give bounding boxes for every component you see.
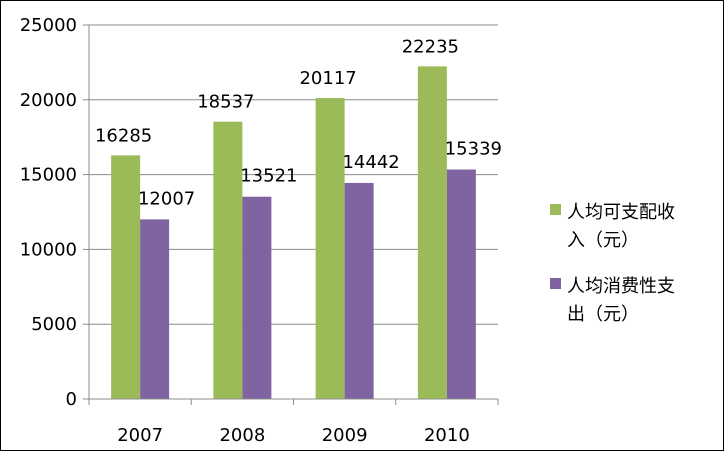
bars — [111, 66, 476, 400]
y-tick-label: 15000 — [20, 165, 77, 186]
y-tick-label: 0 — [66, 389, 77, 410]
bar-series-1 — [111, 155, 141, 399]
y-tick-label: 10000 — [20, 239, 77, 260]
data-label: 20117 — [299, 68, 356, 89]
x-tick-label: 2008 — [219, 425, 265, 446]
bar-series-1 — [315, 98, 345, 399]
data-label: 12007 — [138, 188, 195, 209]
data-label: 15339 — [445, 139, 502, 160]
legend: 人均可支配收入（元） 人均消费性支出（元） — [550, 202, 675, 325]
data-label: 13521 — [240, 166, 297, 187]
legend-label: 人均可支配收入（元） — [567, 202, 675, 251]
data-labels: 16285 12007 18537 13521 20117 14442 22235 15339 — [95, 36, 502, 209]
bar-series-2 — [446, 169, 476, 399]
legend-swatch — [550, 278, 561, 289]
x-tick-label: 2009 — [322, 425, 368, 446]
bar-series-2 — [344, 182, 374, 399]
y-tick-label: 25000 — [20, 15, 77, 36]
y-tick-label: 20000 — [20, 90, 77, 111]
bar-series-1 — [417, 66, 447, 399]
y-tick-label: 5000 — [31, 314, 77, 335]
data-label: 22235 — [402, 36, 459, 57]
bar-series-2 — [242, 196, 272, 399]
x-tick-label: 2010 — [424, 425, 470, 446]
legend-label: 人均消费性支出（元） — [567, 276, 675, 325]
legend-swatch — [550, 204, 561, 215]
data-label: 16285 — [95, 125, 152, 146]
axes: 0 5000 10000 15000 20000 25000 2007 2008 2009 201… — [20, 15, 499, 446]
data-label: 18537 — [197, 92, 254, 113]
bar-series-1 — [213, 121, 243, 400]
bar-series-2 — [140, 219, 170, 399]
data-label: 14442 — [342, 152, 399, 173]
x-tick-label: 2007 — [117, 425, 163, 446]
